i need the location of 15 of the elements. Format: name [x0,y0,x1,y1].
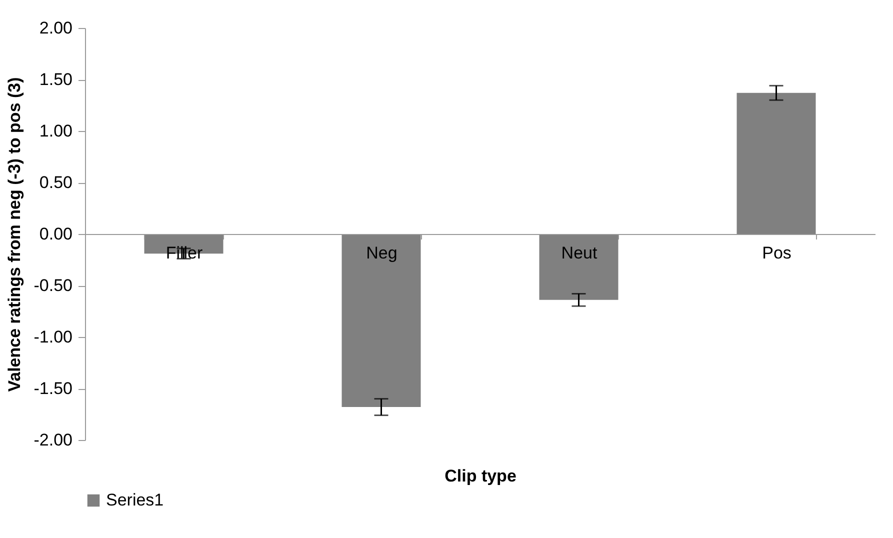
y-tick-label: -1.00 [34,328,72,346]
y-tick-label: 1.00 [39,122,72,140]
x-axis-title: Clip type [444,466,516,486]
x-tick-label: Neg [366,244,398,262]
y-tick-label: -1.50 [34,379,72,398]
y-tick-label: 0.50 [39,173,72,192]
y-tick-label: -0.50 [34,276,72,295]
y-tick-label: 0.00 [39,224,72,244]
y-tick-label: 2.00 [39,18,72,38]
legend-label: Series1 [106,490,164,510]
y-tick-label: -2.00 [34,430,72,450]
y-tick-label: 1.50 [39,70,72,89]
y-axis-title: Valence ratings from neg (-3) to pos (3) [4,77,24,392]
x-tick-label: Neut [561,244,598,262]
x-tick-label: Pos [762,244,792,262]
